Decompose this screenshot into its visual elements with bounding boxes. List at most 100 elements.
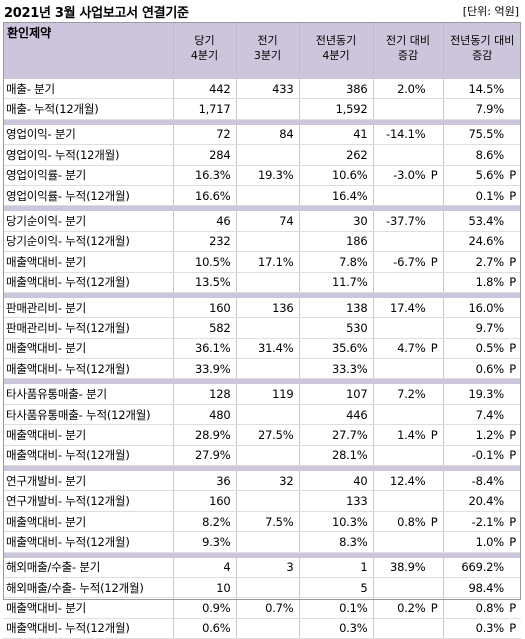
row-label: 매출액대비- 누적(12개월)	[3, 445, 174, 467]
row-label: 당기순이익- 분기	[3, 211, 174, 232]
yoy-change-cell: 0.5% P	[443, 338, 521, 360]
current-quarter-cell: 16.6%	[173, 185, 237, 207]
current-quarter-cell: 128	[173, 384, 237, 405]
qoq-change-cell: 38.9%	[373, 557, 444, 578]
row-label: 판매관리비- 분기	[3, 297, 174, 319]
group-separator	[3, 292, 521, 298]
previous-quarter-cell	[236, 531, 300, 553]
yoy-change-cell: 1.2% P	[443, 424, 521, 446]
table-row: 해외매출/수출- 누적(12개월) 10 5 98.4%	[3, 577, 521, 599]
change-value: 0.8%	[397, 514, 426, 529]
yoy-change-cell: 53.4%	[443, 211, 521, 232]
yoy-change-cell: 75.5%	[443, 124, 521, 146]
row-label: 해외매출/수출- 누적(12개월)	[3, 577, 174, 599]
change-value: 12.4%	[389, 473, 426, 488]
prior-year-cell: 41	[299, 124, 374, 146]
current-quarter-cell: 160	[173, 297, 237, 319]
prior-year-cell: 107	[299, 384, 374, 405]
yoy-change-cell: 5.6% P	[443, 165, 521, 186]
current-quarter-cell: 10	[173, 577, 237, 599]
yoy-change-cell: 7.4%	[443, 404, 521, 426]
row-label: 매출액대비- 분기	[3, 338, 174, 360]
change-value: 4.7%	[397, 341, 426, 356]
separator-cell	[3, 119, 521, 125]
percent-point-marker: P	[509, 361, 516, 376]
current-quarter-cell: 16.3%	[173, 165, 237, 186]
table-row: 영업이익- 분기 72 84 41 -14.1% 75.5%	[3, 124, 521, 146]
row-label: 매출액대비- 분기	[3, 251, 174, 273]
change-value: 75.5%	[468, 127, 504, 142]
yoy-change-cell: 16.0%	[443, 297, 521, 319]
row-label: 영업이익률- 분기	[3, 165, 174, 186]
separator-cell	[3, 292, 521, 298]
percent-point-marker: P	[509, 275, 516, 290]
separator-cell	[3, 74, 521, 79]
separator-cell	[3, 552, 521, 558]
yoy-change-cell: 2.7% P	[443, 251, 521, 273]
change-value: 1.4%	[397, 427, 426, 442]
qoq-change-cell: 7.2%	[373, 384, 444, 405]
yoy-change-cell: 0.1% P	[443, 185, 521, 207]
change-value: 0.1%	[475, 188, 505, 203]
qoq-change-cell: -37.7%	[373, 211, 444, 232]
group-separator	[3, 378, 521, 385]
previous-quarter-cell	[236, 577, 300, 599]
current-quarter-cell: 284	[173, 144, 237, 166]
change-value: 7.9%	[475, 102, 505, 117]
previous-quarter-cell	[236, 317, 300, 339]
percent-point-marker: P	[509, 254, 516, 269]
table-row: 영업이익률- 누적(12개월) 16.6% 16.4% 0.1% P	[3, 185, 521, 207]
previous-quarter-cell	[236, 445, 300, 467]
change-value: 1.8%	[475, 275, 505, 290]
change-value: 38.9%	[389, 560, 426, 575]
current-quarter-cell: 480	[173, 404, 237, 426]
table-row: 당기순이익- 누적(12개월) 232 186 24.6%	[3, 231, 521, 253]
row-label: 매출액대비- 누적(12개월)	[3, 531, 174, 553]
qoq-change-cell	[373, 98, 444, 120]
separator-cell	[3, 465, 521, 472]
qoq-change-cell	[373, 577, 444, 599]
table-row: 매출- 누적(12개월) 1,717 1,592 7.9%	[3, 98, 521, 120]
previous-quarter-cell: 433	[236, 79, 300, 100]
financial-table: 환인제약 당기 4분기 전기 3분기 전년동기 4분기 전기 대비 증감 전년동…	[3, 22, 521, 639]
separator-cell	[3, 378, 521, 385]
row-label: 매출- 분기	[3, 79, 174, 100]
header-company: 환인제약	[3, 22, 174, 74]
current-quarter-cell: 0.6%	[173, 618, 237, 639]
table-row: 매출액대비- 누적(12개월) 27.9% 28.1% -0.1% P	[3, 445, 521, 467]
prior-year-cell: 186	[299, 231, 374, 253]
qoq-change-cell: -3.0% P	[373, 165, 444, 186]
percent-point-marker: P	[509, 427, 516, 442]
header-row: 환인제약 당기 4분기 전기 3분기 전년동기 4분기 전기 대비 증감 전년동…	[3, 22, 521, 74]
current-quarter-cell: 442	[173, 79, 237, 100]
percent-point-marker: P	[430, 601, 438, 616]
row-label: 연구개발비- 분기	[3, 471, 174, 492]
row-label: 영업이익- 누적(12개월)	[3, 144, 174, 166]
change-value: 0.6%	[475, 361, 505, 376]
prior-year-cell: 10.6%	[299, 165, 374, 186]
table-row: 매출액대비- 누적(12개월) 33.9% 33.3% 0.6% P	[3, 358, 521, 380]
change-value: 1.2%	[475, 427, 505, 442]
qoq-change-cell: -14.1%	[373, 124, 444, 146]
table-row: 영업이익률- 분기 16.3% 19.3% 10.6% -3.0% P 5.6% P	[3, 165, 521, 186]
row-label: 판매관리비- 누적(12개월)	[3, 317, 174, 339]
yoy-change-cell: 14.5%	[443, 79, 521, 100]
prior-year-cell: 7.8%	[299, 251, 374, 273]
current-quarter-cell: 1,717	[173, 98, 237, 120]
table-row: 판매관리비- 분기 160 136 138 17.4% 16.0%	[3, 297, 521, 319]
change-value: 0.8%	[475, 601, 505, 616]
previous-quarter-cell: 31.4%	[236, 338, 300, 360]
change-value: -2.1%	[471, 514, 505, 529]
table-row: 매출액대비- 분기 8.2% 7.5% 10.3% 0.8% P -2.1% P	[3, 511, 521, 533]
header-current-quarter: 당기 4분기	[173, 22, 237, 74]
percent-point-marker: P	[509, 188, 516, 203]
qoq-change-cell: 17.4%	[373, 297, 444, 319]
table-row: 매출액대비- 누적(12개월) 0.6% 0.3% 0.3% P	[3, 618, 521, 639]
change-value: 1.0%	[475, 534, 505, 549]
prior-year-cell: 40	[299, 471, 374, 492]
table-row: 연구개발비- 분기 36 32 40 12.4% -8.4%	[3, 471, 521, 492]
prior-year-cell: 30	[299, 211, 374, 232]
yoy-change-cell: 20.4%	[443, 490, 521, 512]
previous-quarter-cell	[236, 144, 300, 166]
row-label: 영업이익- 분기	[3, 124, 174, 146]
